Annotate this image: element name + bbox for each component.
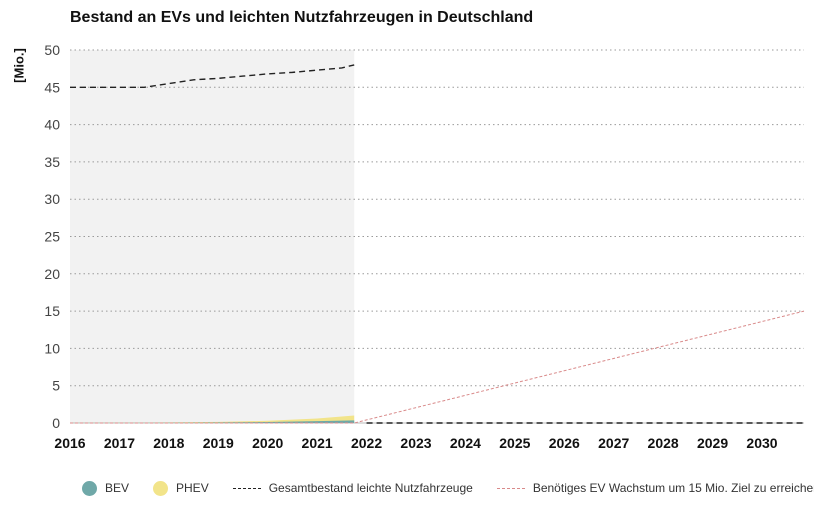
x-tick-label-2022: 2022: [351, 435, 382, 451]
series-phev-area: [70, 415, 355, 423]
legend-item-2: PHEV: [153, 480, 209, 496]
x-tick-label-2016: 2016: [54, 435, 85, 451]
y-tick-label-40: 40: [44, 117, 60, 133]
y-tick-label-15: 15: [44, 303, 60, 319]
x-tick-label-2023: 2023: [400, 435, 431, 451]
x-tick-label-2024: 2024: [450, 435, 481, 451]
legend: BEV PHEV Gesamtbestand leichte Nutzfahrzeu…: [82, 478, 814, 498]
series-total-stock-line-1: [70, 64, 355, 89]
legend-item-1: BEV: [82, 480, 130, 496]
legend-item-3: Gesamtbestand leichte Nutzfahrzeuge: [232, 481, 473, 495]
chart-title: Bestand an EVs und leichten Nutzfahrzeug…: [70, 9, 534, 26]
x-tick-label-2027: 2027: [598, 435, 629, 451]
y-tick-label-25: 25: [44, 229, 60, 245]
y-tick-label-50: 50: [44, 42, 60, 58]
legend-swatch-4: [496, 487, 525, 489]
x-tick-label-2030: 2030: [746, 435, 777, 451]
x-tick-label-2025: 2025: [499, 435, 530, 451]
legend-swatch-1: [82, 480, 97, 496]
historical-shaded-region: [70, 50, 355, 423]
x-tick-label-2026: 2026: [549, 435, 580, 451]
y-tick-label-5: 5: [52, 378, 60, 394]
x-tick-label-2028: 2028: [648, 435, 679, 451]
y-tick-label-10: 10: [44, 340, 60, 356]
y-tick-label-30: 30: [44, 191, 60, 207]
x-tick-label-2019: 2019: [203, 435, 234, 451]
y-tick-label-35: 35: [44, 154, 60, 170]
legend-item-4: Benötiges EV Wachstum um 15 Mio. Ziel zu…: [496, 481, 814, 495]
legend-swatch-2: [153, 480, 169, 496]
y-tick-label-20: 20: [44, 266, 60, 282]
x-tick-label-2021: 2021: [302, 435, 333, 451]
legend-label-4: Benötiges EV Wachstum um 15 Mio. Ziel zu…: [532, 481, 814, 495]
legend-label-1: BEV: [105, 481, 130, 495]
y-tick-label-45: 45: [44, 79, 60, 95]
x-tick-label-2018: 2018: [153, 435, 184, 451]
x-tick-label-2017: 2017: [104, 435, 135, 451]
series-bev-area: [70, 420, 355, 423]
y-tick-label-0: 0: [52, 415, 60, 431]
x-tick-label-2020: 2020: [252, 435, 283, 451]
legend-swatch-3: [232, 487, 261, 489]
legend-label-2: PHEV: [176, 481, 209, 495]
legend-label-3: Gesamtbestand leichte Nutzfahrzeuge: [268, 481, 473, 495]
x-tick-label-2029: 2029: [697, 435, 728, 451]
